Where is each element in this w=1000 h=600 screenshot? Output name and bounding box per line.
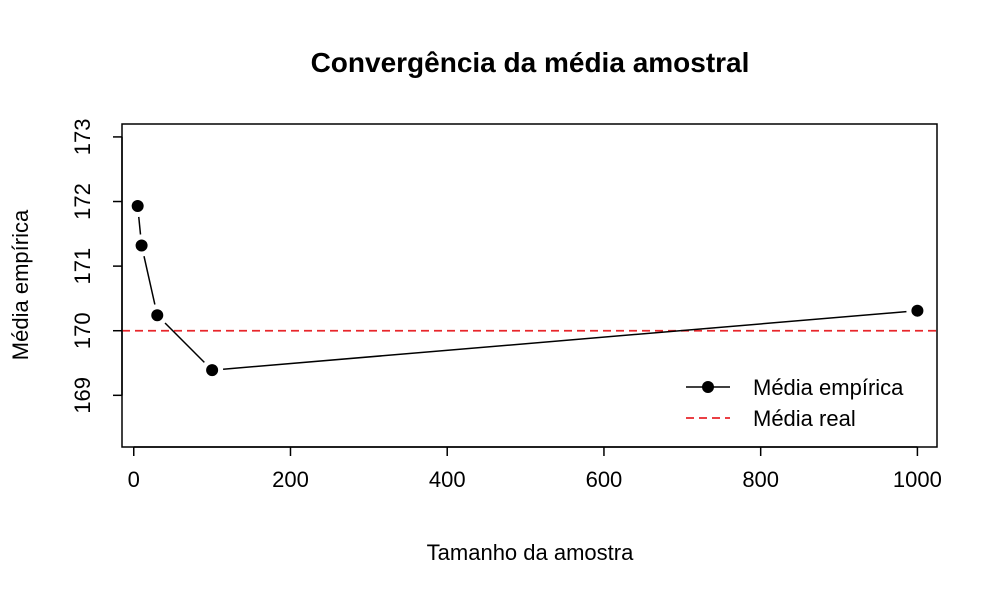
x-tick-label: 200	[272, 467, 309, 492]
x-axis-label: Tamanho da amostra	[427, 540, 634, 565]
data-point	[135, 239, 148, 252]
series-line-segment	[223, 310, 907, 370]
chart-title: Convergência da média amostral	[311, 47, 750, 78]
series-line-segment	[138, 216, 142, 235]
y-tick-label: 170	[70, 312, 95, 349]
axes: 0 200 400 600 800 1000 169 170 171 172 173	[70, 119, 942, 492]
x-tick-label: 1000	[893, 467, 942, 492]
legend-series-marker	[702, 381, 714, 393]
y-axis-label: Média empírica	[8, 209, 33, 360]
legend: Média empírica Média real	[686, 375, 904, 431]
plot-area-frame	[121, 123, 938, 448]
data-point	[206, 364, 219, 377]
series-line-segment	[164, 322, 205, 363]
series-line-segment	[143, 256, 156, 305]
y-tick-label: 169	[70, 377, 95, 414]
data-point	[911, 304, 924, 317]
y-tick-label: 171	[70, 248, 95, 285]
x-tick-label: 400	[429, 467, 466, 492]
y-tick-label: 172	[70, 183, 95, 220]
y-tick-label: 173	[70, 119, 95, 156]
legend-label-media-empirica: Média empírica	[753, 375, 904, 400]
x-tick-label: 800	[742, 467, 779, 492]
x-tick-label: 0	[128, 467, 140, 492]
series	[131, 200, 924, 377]
data-point	[131, 200, 144, 213]
legend-label-media-real: Média real	[753, 406, 856, 431]
x-tick-label: 600	[586, 467, 623, 492]
data-point	[151, 309, 164, 322]
